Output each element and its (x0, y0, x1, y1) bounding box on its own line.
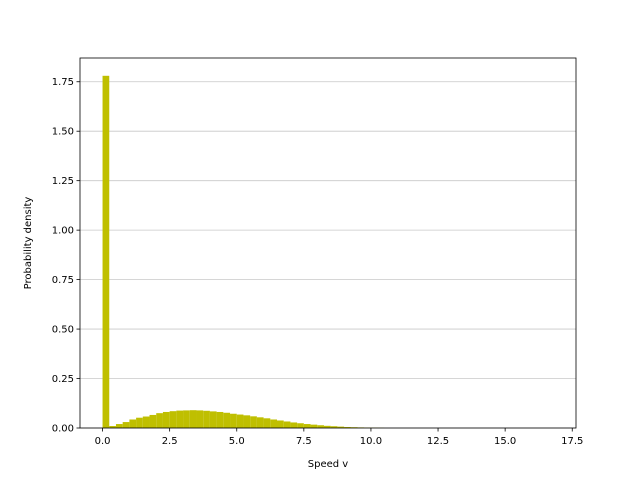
histogram-bar (290, 422, 298, 428)
y-tick-label: 1.50 (52, 127, 74, 138)
histogram-bar (142, 416, 150, 428)
histogram-bar (277, 420, 284, 428)
histogram-bar (203, 410, 210, 428)
histogram-bar (196, 410, 204, 428)
grid-lines (80, 81, 576, 429)
histogram-bar (303, 424, 311, 428)
x-tick-label: 15.0 (494, 436, 516, 447)
histogram-bar (256, 417, 264, 428)
histogram-bar (323, 425, 331, 428)
histogram-bar (263, 418, 271, 428)
histogram-bar (344, 427, 351, 428)
x-tick-label: 17.5 (561, 436, 583, 447)
histogram-bar (115, 424, 123, 428)
histogram-bar (230, 413, 237, 428)
histogram-bar (216, 411, 224, 428)
histogram-bar (156, 413, 163, 428)
histogram-bar (236, 414, 244, 428)
x-axis-ticks: 0.0 2.5 5.0 7.5 10.0 12.5 15.0 17.5 (95, 428, 583, 447)
histogram-bar (149, 414, 157, 428)
histogram-bar (102, 75, 110, 428)
y-axis-ticks: 0.00 0.25 0.50 0.75 1.00 1.25 1.50 1.75 (52, 77, 80, 435)
x-tick-label: 12.5 (427, 436, 449, 447)
x-tick-label: 5.0 (229, 436, 245, 447)
histogram-bar (270, 419, 278, 428)
y-tick-label: 0.50 (52, 325, 74, 336)
histogram-bar (250, 416, 257, 428)
x-tick-label: 7.5 (296, 436, 312, 447)
y-tick-label: 1.25 (52, 176, 74, 187)
histogram-bar (243, 415, 251, 428)
histogram-bar (223, 412, 231, 428)
plot-area (80, 58, 576, 428)
histogram-bar (162, 411, 170, 428)
histogram-bar (169, 411, 177, 428)
histogram-bar (183, 410, 190, 428)
histogram-bar (283, 421, 291, 428)
x-tick-label: 2.5 (162, 436, 178, 447)
x-tick-label: 10.0 (360, 436, 382, 447)
histogram-bar (310, 424, 318, 428)
histogram-bar (337, 426, 345, 428)
histogram-bar (109, 426, 116, 428)
histogram-bar (317, 425, 324, 428)
y-tick-label: 0.25 (52, 374, 74, 385)
x-axis-label: Speed v (308, 459, 349, 470)
y-axis-label: Probability density (23, 197, 34, 290)
histogram-bar (129, 419, 137, 428)
histogram-bar (189, 410, 197, 428)
histogram-bar (297, 423, 304, 428)
bars (102, 75, 385, 428)
plot-frame (79, 57, 577, 429)
histogram-bar (122, 422, 130, 428)
y-tick-label: 1.00 (52, 226, 74, 237)
y-tick-label: 0.75 (52, 275, 74, 286)
y-tick-label: 0.00 (52, 424, 74, 435)
x-tick-label: 0.0 (95, 436, 111, 447)
histogram-bar (136, 417, 143, 428)
y-tick-label: 1.75 (52, 77, 74, 88)
histogram-bar (330, 426, 338, 428)
histogram-bar (209, 411, 217, 428)
histogram-bar (176, 410, 184, 428)
